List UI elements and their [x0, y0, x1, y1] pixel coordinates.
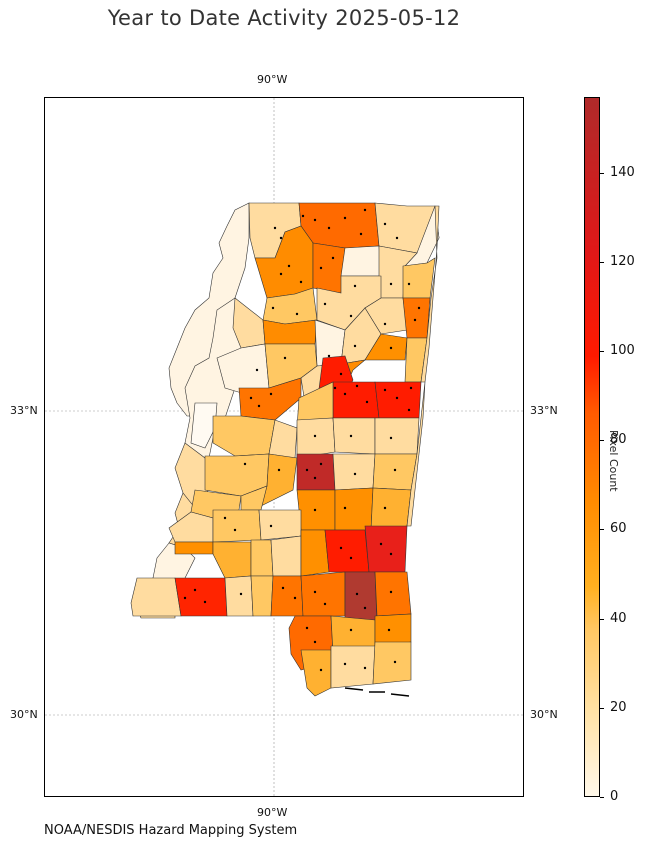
map-panel: [44, 97, 524, 797]
county: [300, 571, 346, 617]
county: [168, 511, 214, 543]
fire-detections: [183, 208, 421, 672]
county: [370, 487, 412, 531]
county: [374, 571, 412, 617]
colorbar: [584, 97, 600, 797]
county: [232, 297, 266, 349]
county: [300, 529, 330, 577]
colorbar-tick-label: 60: [610, 521, 627, 537]
county: [174, 577, 228, 617]
mississippi-county-map: [45, 98, 523, 796]
colorbar-tick-label: 80: [610, 432, 627, 448]
colorbar-tickmark: [600, 618, 604, 620]
right-lat-label-33: 33°N: [530, 404, 558, 417]
county: [372, 641, 412, 685]
county: [334, 487, 374, 531]
county: [212, 509, 262, 543]
county: [406, 381, 426, 527]
county: [300, 649, 332, 697]
county: [296, 417, 336, 459]
colorbar-tickmark: [600, 261, 604, 263]
right-lat-label-30: 30°N: [530, 708, 558, 721]
county: [332, 381, 380, 419]
left-lat-label-33: 33°N: [10, 404, 38, 417]
county: [374, 381, 422, 419]
colorbar-tick-label: 20: [610, 699, 627, 715]
county: [212, 415, 276, 457]
colorbar-tickmark: [600, 707, 604, 709]
county: [190, 402, 218, 449]
colorbar-tick-label: 140: [610, 164, 635, 180]
colorbar-tickmark: [600, 797, 604, 798]
county: [402, 297, 431, 339]
colorbar-tick-label: 100: [610, 343, 635, 359]
county: [258, 509, 302, 541]
county: [250, 575, 274, 617]
left-lat-label-30: 30°N: [10, 708, 38, 721]
county: [332, 417, 376, 455]
county: [296, 453, 336, 491]
county: [420, 205, 440, 383]
county: [324, 529, 370, 573]
county: [312, 242, 346, 294]
colorbar-tickmark: [600, 440, 604, 442]
barrier-islands: [344, 687, 410, 697]
county: [344, 571, 378, 625]
county: [364, 525, 408, 573]
footer-credit: NOAA/NESDIS Hazard Mapping System: [44, 823, 298, 838]
colorbar-tickmark: [600, 172, 604, 174]
county: [256, 453, 298, 509]
county: [372, 453, 418, 491]
colorbar-label: Pixel Count: [607, 430, 620, 492]
county: [224, 575, 254, 617]
chart-title: Year to Date Activity 2025-05-12: [107, 6, 461, 30]
county: [270, 535, 302, 577]
county: [250, 539, 274, 577]
colorbar-tick-label: 0: [610, 789, 619, 804]
colorbar-tick-label: 120: [610, 253, 635, 269]
county: [332, 453, 376, 491]
county: [270, 575, 304, 617]
county: [374, 613, 412, 647]
top-lon-label: 90°W: [257, 73, 288, 86]
colorbar-tick-label: 40: [610, 610, 627, 626]
county: [174, 541, 214, 555]
county: [330, 645, 376, 689]
colorbar-tickmark: [600, 529, 604, 531]
colorbar-tickmark: [600, 351, 604, 353]
county: [340, 245, 382, 277]
county: [262, 319, 318, 345]
county: [402, 257, 436, 299]
county-polygons: [130, 202, 440, 697]
county: [374, 417, 420, 455]
county: [130, 577, 182, 617]
county: [364, 333, 408, 361]
county: [212, 541, 252, 579]
bottom-lon-label: 90°W: [257, 806, 288, 819]
